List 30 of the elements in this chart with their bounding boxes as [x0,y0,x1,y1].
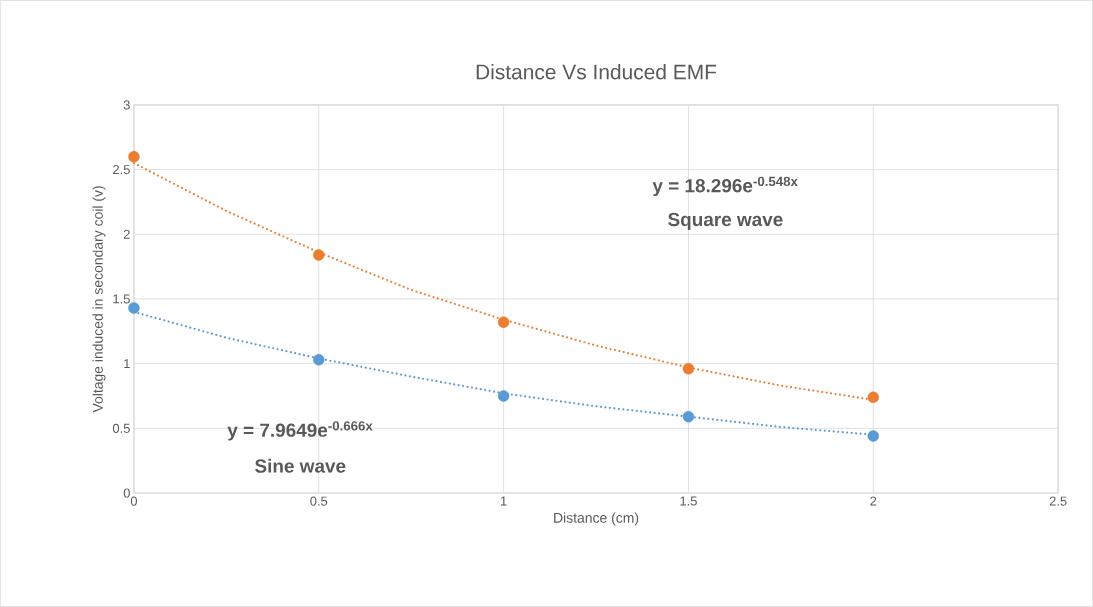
x-tick-label: 2.5 [1049,496,1067,506]
point [497,316,510,328]
point [128,302,140,314]
y-tick-label: 1 [124,359,130,369]
chart-title: Distance Vs Induced EMF [476,64,717,80]
y-axis-title: Voltage induced in secondary coil (v) [92,186,106,413]
annotation: y = 7.9649e$^{-0.666x}$ [227,421,373,441]
point [313,354,325,366]
x-tick-label: 0 [130,496,138,506]
point [682,411,695,423]
x-tick-label: 1.5 [680,496,697,506]
point [313,249,325,261]
x-tick-label: 0.5 [310,496,328,506]
y-tick-label: 2 [123,229,130,239]
y-tick-label: 0 [123,488,130,498]
point [128,151,140,163]
y-tick-label: 2.5 [113,165,130,175]
y-tick-label: 1.5 [113,294,130,304]
x-tick-label: 1 [500,496,507,506]
annotation: y = 18.296e$^{-0.548x}$ [652,176,798,197]
point [867,430,879,442]
y-tick-label: 0.5 [112,423,130,433]
point [682,363,695,375]
x-axis-title: Distance (cm) [554,512,639,526]
x-tick-label: 2 [870,496,877,506]
y-tick-label: 3 [123,100,130,110]
point [497,390,510,402]
point [867,391,879,404]
annotation: Sine wave [255,458,346,473]
annotation: Square wave [668,212,783,230]
